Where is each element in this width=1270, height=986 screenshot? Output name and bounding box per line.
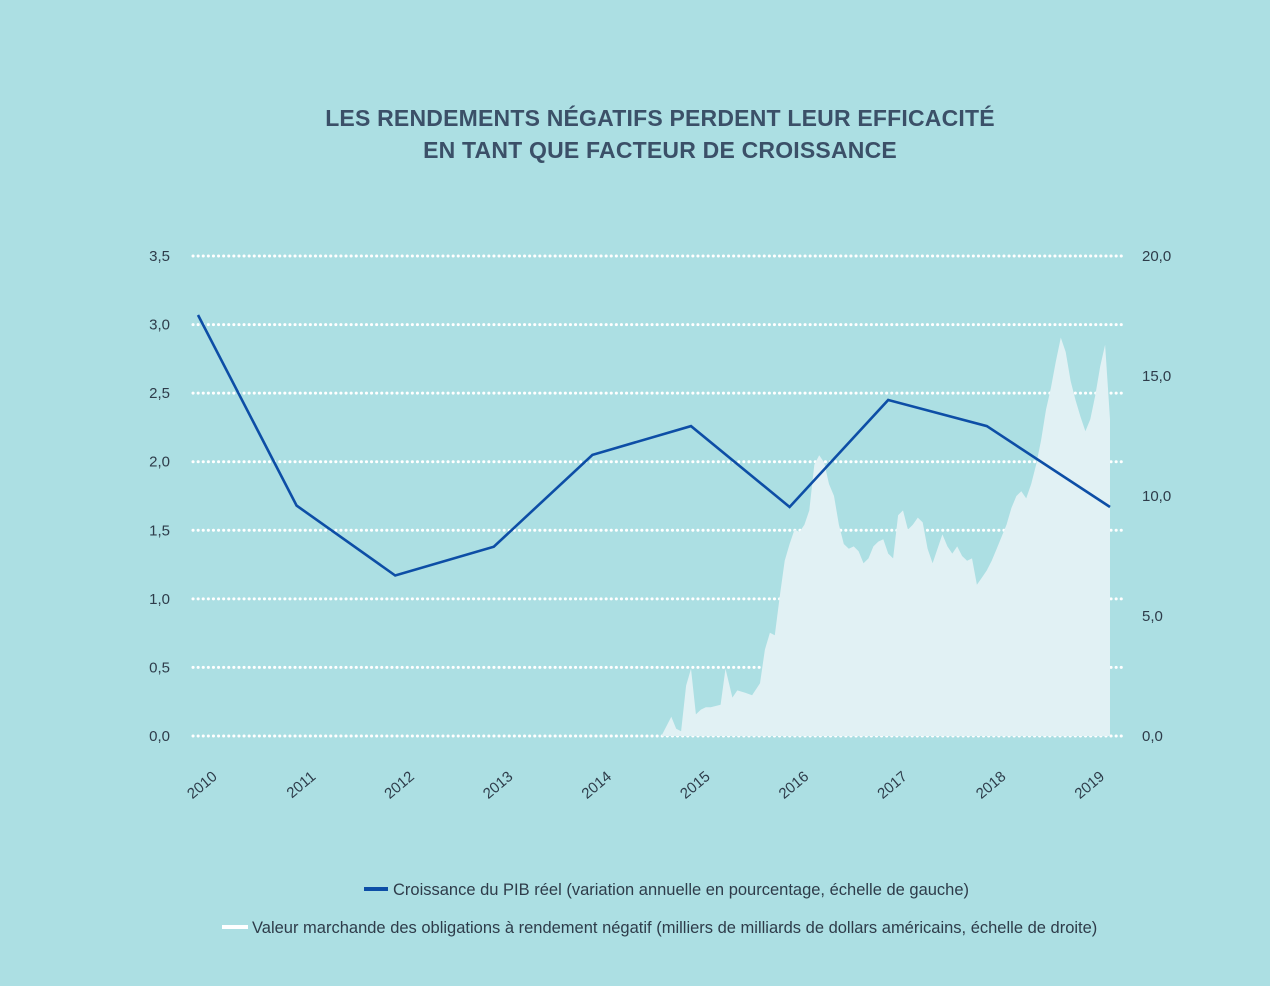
left-tick-label: 0,0 bbox=[149, 728, 170, 745]
x-tick-label: 2015 bbox=[677, 768, 713, 802]
bonds-area-series bbox=[661, 337, 1110, 736]
x-tick-label: 2013 bbox=[480, 768, 516, 802]
right-tick-label: 20,0 bbox=[1142, 248, 1171, 265]
right-tick-label: 0,0 bbox=[1142, 728, 1163, 745]
x-tick-label: 2016 bbox=[776, 768, 812, 802]
left-tick-label: 1,0 bbox=[149, 591, 170, 608]
left-tick-label: 1,5 bbox=[149, 522, 170, 539]
left-tick-label: 3,0 bbox=[149, 317, 170, 334]
left-tick-label: 3,5 bbox=[149, 248, 170, 265]
x-axis-ticks: 2010 2011 2012 2013 2014 2015 2016 2017 2018 2019 bbox=[184, 768, 1108, 802]
left-tick-label: 2,0 bbox=[149, 454, 170, 471]
right-axis-ticks: 0,0 5,0 10,0 15,0 20,0 bbox=[1142, 248, 1171, 745]
x-tick-label: 2018 bbox=[973, 768, 1009, 802]
legend-label-gdp: Croissance du PIB réel (variation annuel… bbox=[393, 881, 969, 899]
x-tick-label: 2014 bbox=[578, 768, 614, 802]
gdp-line bbox=[196, 314, 1111, 577]
x-tick-label: 2019 bbox=[1071, 768, 1107, 802]
chart-title-line-2: EN TANT QUE FACTEUR DE CROISSANCE bbox=[423, 137, 897, 163]
legend: Croissance du PIB réel (variation annuel… bbox=[222, 881, 1097, 937]
left-tick-label: 0,5 bbox=[149, 659, 170, 676]
right-tick-label: 5,0 bbox=[1142, 608, 1163, 625]
gdp-line-series bbox=[196, 314, 1111, 577]
x-tick-label: 2012 bbox=[381, 768, 417, 802]
left-tick-label: 2,5 bbox=[149, 385, 170, 402]
bonds-area bbox=[661, 337, 1110, 736]
legend-item-bonds: Valeur marchande des obligations à rende… bbox=[222, 919, 1097, 937]
x-tick-label: 2010 bbox=[184, 768, 220, 802]
x-tick-label: 2017 bbox=[874, 768, 910, 802]
x-tick-label: 2011 bbox=[284, 768, 320, 802]
left-axis-ticks: 0,0 0,5 1,0 1,5 2,0 2,5 3,0 3,5 bbox=[149, 248, 170, 745]
legend-label-bonds: Valeur marchande des obligations à rende… bbox=[252, 919, 1097, 937]
legend-item-gdp: Croissance du PIB réel (variation annuel… bbox=[364, 881, 969, 899]
right-tick-label: 15,0 bbox=[1142, 368, 1171, 385]
right-tick-label: 10,0 bbox=[1142, 488, 1171, 505]
chart-title-line-1: LES RENDEMENTS NÉGATIFS PERDENT LEUR EFF… bbox=[325, 104, 995, 131]
